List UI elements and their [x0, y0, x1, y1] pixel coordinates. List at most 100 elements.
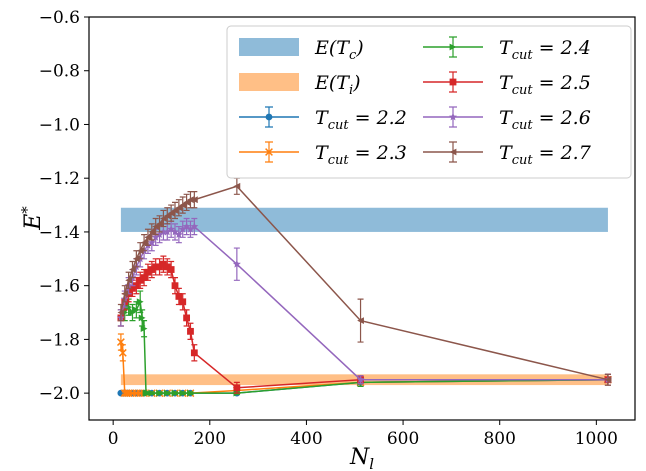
plot-frame [88, 16, 636, 421]
data-point [136, 298, 144, 306]
legend-label: Tcut = 2.7 [499, 142, 592, 168]
series-line-3 [120, 263, 608, 389]
data-point [125, 303, 133, 311]
data-point [122, 389, 131, 398]
legend-marker [449, 78, 457, 86]
data-point [171, 389, 179, 397]
data-point [129, 309, 136, 316]
y-tick-label: −1.8 [39, 330, 80, 350]
data-point [121, 290, 129, 298]
legend-handle-band [239, 38, 299, 56]
x-tick-label: 200 [194, 429, 226, 449]
data-point [129, 266, 136, 273]
data-point [233, 384, 241, 392]
y-tick-label: −1.2 [39, 169, 80, 189]
data-point [183, 314, 191, 322]
data-point [152, 223, 160, 230]
y-tick-label: −1.0 [39, 115, 80, 135]
series-layer [116, 177, 612, 398]
data-point [604, 376, 612, 384]
data-point [190, 222, 199, 230]
legend-marker [265, 148, 273, 156]
data-point [179, 298, 187, 306]
data-point [140, 239, 148, 247]
legend-label: E(Tc) [314, 37, 364, 63]
data-point [186, 225, 195, 233]
legend-label: Tcut = 2.2 [315, 107, 407, 133]
legend-marker [449, 112, 457, 121]
data-point [148, 389, 156, 397]
series-4 [116, 217, 612, 386]
x-tick-label: 600 [387, 429, 419, 449]
legend: E(Tc) E(Ti) Tcut = 2.2 Tcut = 2.3 Tcut = 2.4… [226, 25, 632, 179]
legend-label: E(Ti) [314, 72, 361, 98]
data-point [140, 325, 148, 333]
data-point [132, 282, 140, 290]
legend-handle-band [239, 73, 299, 91]
data-point [187, 196, 194, 204]
series-5 [117, 177, 612, 386]
data-point [144, 233, 152, 241]
data-point [357, 317, 364, 324]
data-point [152, 263, 160, 271]
data-point [151, 233, 160, 241]
data-point [144, 389, 152, 397]
data-point [163, 263, 171, 271]
y-tick-label: −0.6 [39, 8, 80, 28]
data-point [129, 284, 136, 292]
data-point [156, 389, 163, 397]
data-point [179, 389, 187, 397]
data-point [132, 306, 140, 314]
x-axis-label: Nl [349, 445, 374, 471]
legend-marker [265, 113, 273, 121]
data-point [136, 247, 144, 255]
data-point [138, 314, 146, 322]
data-point [117, 309, 125, 316]
data-point [175, 204, 183, 212]
series-3 [117, 255, 612, 394]
data-point [132, 255, 140, 263]
legend-marker [449, 148, 457, 156]
data-point [187, 327, 194, 335]
x-tick-label: 0 [108, 429, 119, 449]
data-point [232, 259, 241, 268]
x-tick-label: 800 [483, 429, 515, 449]
data-point [356, 375, 365, 384]
legend-marker [449, 43, 457, 51]
series-1 [116, 333, 612, 398]
data-point [118, 348, 127, 357]
data-point [156, 263, 163, 271]
legend-label: Tcut = 2.3 [315, 142, 407, 168]
data-point [155, 230, 164, 239]
band-0 [120, 207, 608, 232]
data-point [160, 260, 167, 268]
data-point [136, 276, 144, 284]
data-point [167, 266, 175, 273]
data-point [174, 230, 183, 239]
data-point [156, 220, 163, 228]
data-point [163, 389, 171, 397]
data-point [178, 225, 187, 233]
data-point [190, 349, 198, 357]
data-point [167, 209, 175, 217]
data-point [187, 389, 194, 397]
data-point [233, 182, 241, 190]
axis-ticks: 0 200 400 600 800 1000 −2.0 −1.8 −1.6 −1.4 −1.2 −1.… [39, 8, 618, 449]
data-point [190, 196, 198, 204]
data-point [147, 238, 156, 247]
data-point [175, 293, 183, 300]
legend-box [226, 25, 632, 179]
legend-label: Tcut = 2.4 [499, 37, 591, 63]
data-point [140, 274, 148, 282]
legend-label: Tcut = 2.6 [499, 107, 591, 133]
x-tick-label: 400 [290, 429, 322, 449]
y-tick-label: −2.0 [39, 384, 80, 404]
data-point [125, 276, 133, 284]
data-point [148, 266, 156, 273]
data-point [171, 282, 179, 290]
legend-label: Tcut = 2.5 [499, 72, 591, 98]
data-point [163, 227, 172, 236]
data-point [179, 201, 187, 209]
